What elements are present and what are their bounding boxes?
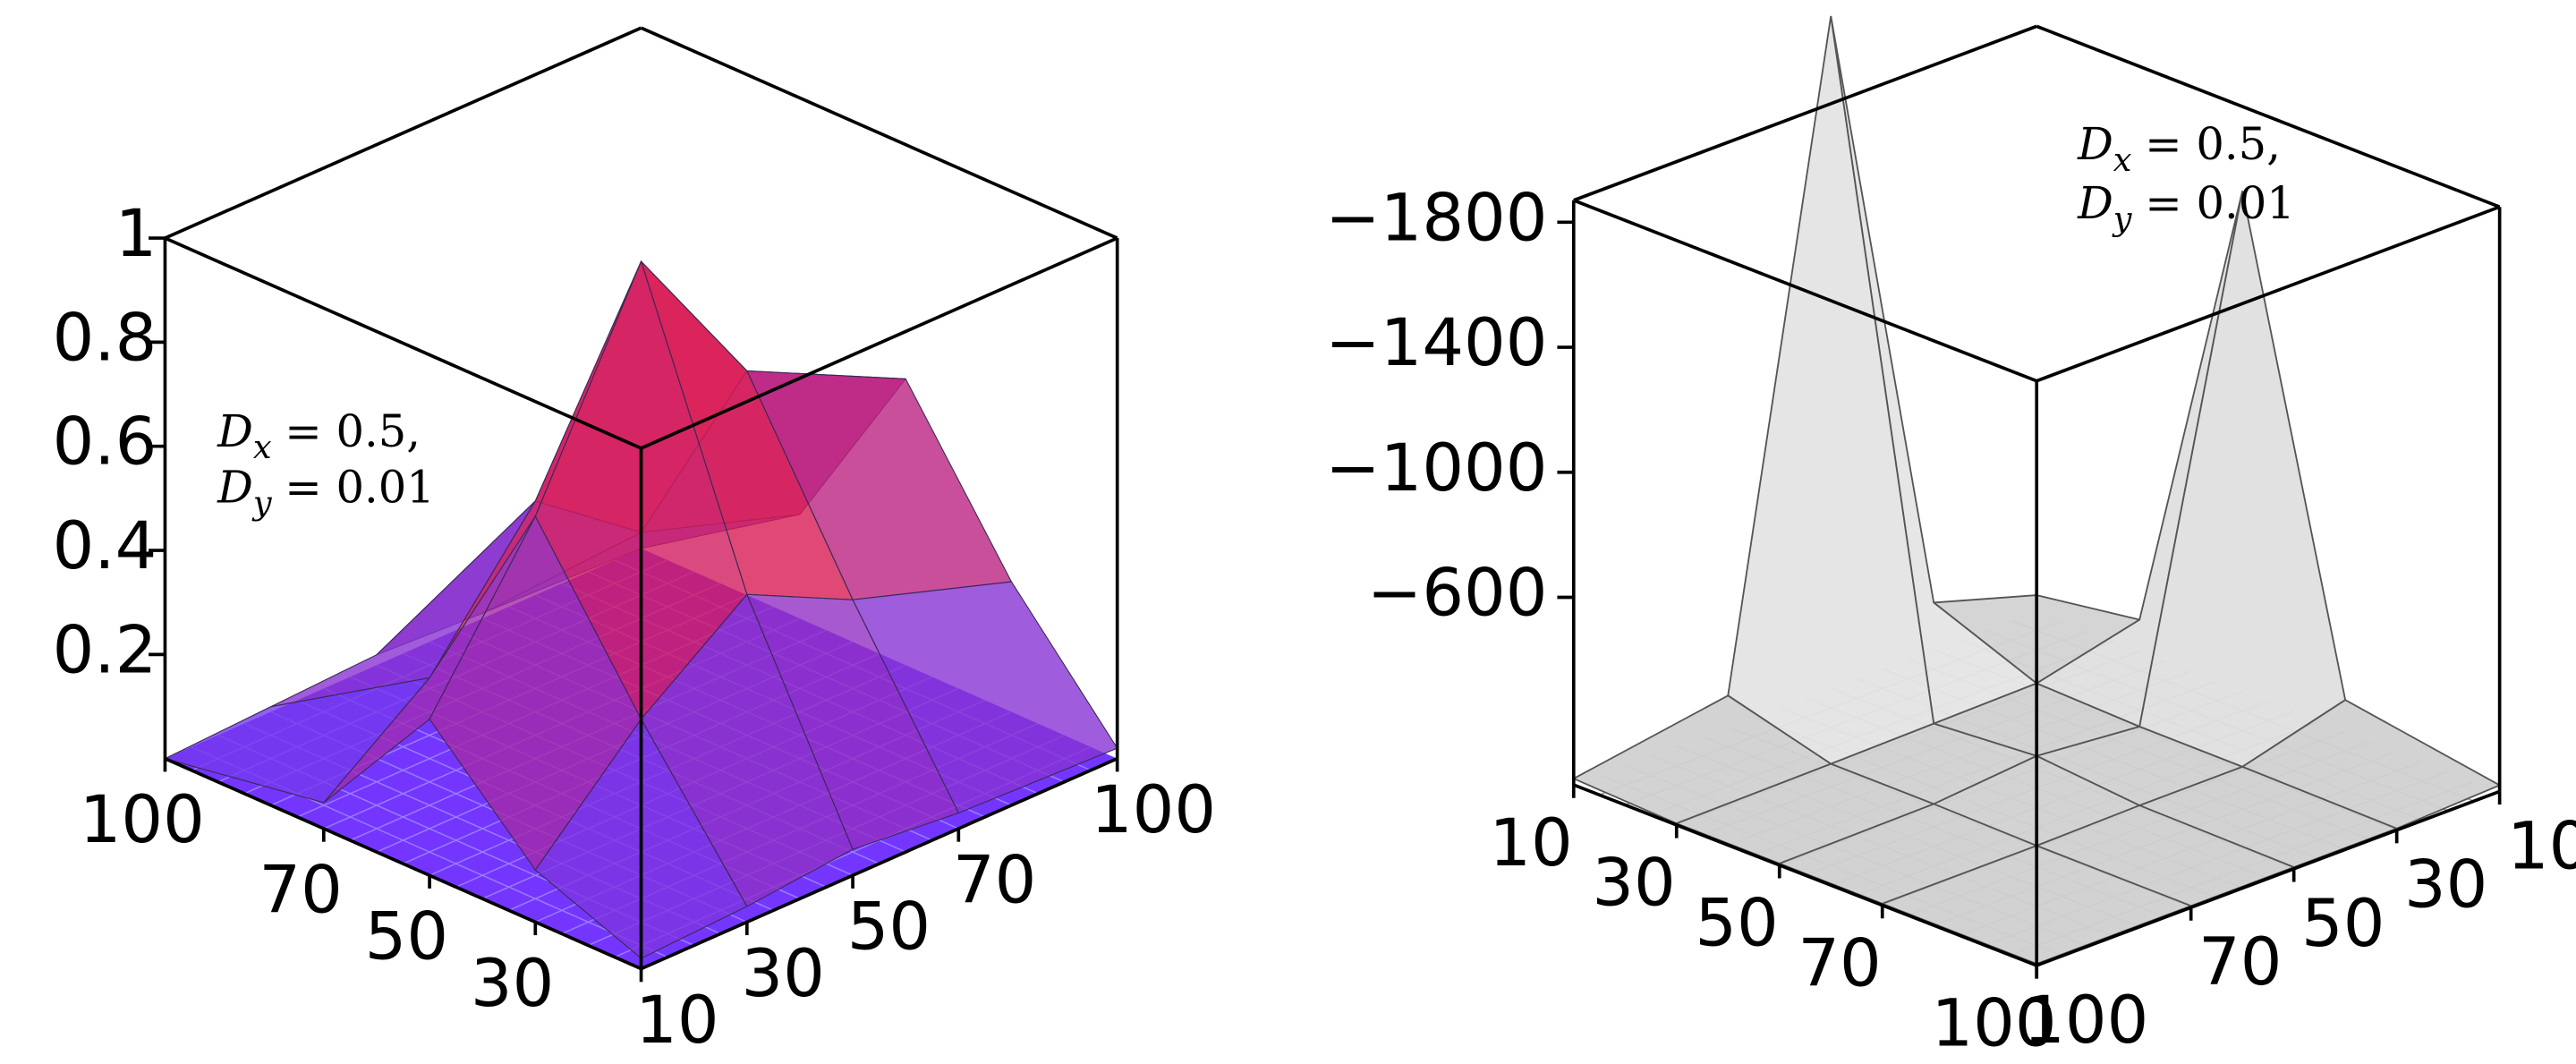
annotation: Dx = 0.5, xyxy=(217,405,421,466)
annotation: Dy = 0.01 xyxy=(2077,177,2295,238)
y-tick-label: 50 xyxy=(2301,886,2385,962)
z-tick-label: 0.6 xyxy=(53,404,157,481)
x-tick-label: 10 xyxy=(635,983,718,1059)
y-tick-label: 30 xyxy=(2404,847,2487,924)
box-edge xyxy=(164,757,642,971)
z-tick-label: 0.4 xyxy=(53,508,157,584)
y-tick-label: 30 xyxy=(471,946,554,1022)
annotation-symbol: D xyxy=(217,461,253,513)
annotation: Dy = 0.01 xyxy=(217,461,435,522)
annotation-text: = 0.5, xyxy=(285,405,421,457)
y-tick-label: 70 xyxy=(259,852,342,928)
x-tick-label: 70 xyxy=(1798,925,1881,1001)
annotation-subscript: y xyxy=(2112,200,2133,238)
x-tick-label: 100 xyxy=(1091,772,1216,848)
y-tick-label: 10 xyxy=(2507,808,2576,884)
z-tick-label: −1400 xyxy=(1325,305,1547,381)
y-tick-label: 70 xyxy=(2198,924,2282,1000)
annotation-symbol: D xyxy=(2077,177,2113,229)
x-tick-label: 50 xyxy=(1695,886,1778,962)
z-tick-label: −1800 xyxy=(1325,180,1547,256)
annotation-subscript: x xyxy=(2113,140,2132,179)
annotation-subscript: x xyxy=(253,428,272,466)
box-edge xyxy=(2036,205,2501,383)
annotation-symbol: D xyxy=(217,405,253,457)
box-edge xyxy=(640,757,1118,971)
y-tick-label: 100 xyxy=(80,782,205,858)
box-edge xyxy=(2036,24,2501,209)
x-tick-label: 30 xyxy=(741,936,824,1012)
annotation-symbol: D xyxy=(2077,118,2113,170)
box-edge xyxy=(640,236,1118,450)
annotation: Dx = 0.5, xyxy=(2077,118,2281,179)
z-tick-label: −600 xyxy=(1367,555,1548,631)
z-tick-label: 1 xyxy=(115,196,157,272)
annotation-text: = 0.01 xyxy=(2145,177,2295,229)
box-edge xyxy=(1573,24,2037,202)
box-edge xyxy=(164,236,642,450)
box-edge xyxy=(1573,783,2037,967)
x-tick-label: 100 xyxy=(1931,986,2056,1062)
x-tick-label: 70 xyxy=(953,842,1036,918)
surface-plot: 0.2 0.4 0.6 0.8 1 10 30 50 70 100 30 50 70 100 Dx = 0.5… xyxy=(53,26,1216,1059)
z-tick-label: −1000 xyxy=(1325,430,1547,506)
x-tick-label: 30 xyxy=(1592,846,1675,922)
surface-plot: −1800−1400−1000−600103050701001030507010… xyxy=(1325,15,2576,1062)
box-edge xyxy=(640,26,1118,240)
surface-patch xyxy=(1727,15,1935,765)
y-tick-label: 50 xyxy=(365,899,448,975)
x-tick-label: 10 xyxy=(1489,805,1572,881)
z-tick-label: 0.8 xyxy=(53,300,157,376)
annotation-text: = 0.01 xyxy=(285,461,435,513)
y-tick-label: 100 xyxy=(2023,983,2148,1059)
annotation-subscript: y xyxy=(251,483,273,522)
x-tick-label: 50 xyxy=(847,890,931,966)
z-tick-label: 0.2 xyxy=(53,612,157,688)
box-edge xyxy=(2036,789,2501,967)
annotation-text: = 0.5, xyxy=(2145,118,2281,170)
box-edge xyxy=(1573,199,2037,383)
box-edge xyxy=(164,26,642,240)
